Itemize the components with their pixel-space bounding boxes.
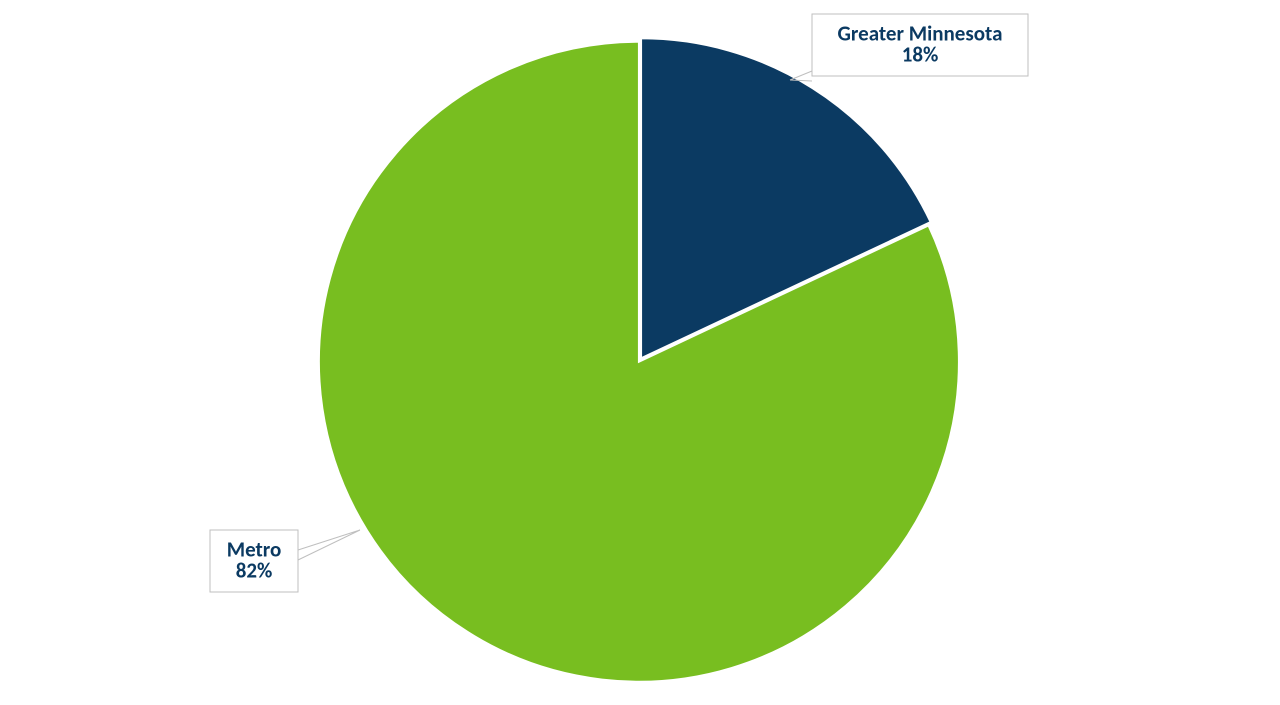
pie-chart: Greater Minnesota18%Metro82% xyxy=(0,0,1280,705)
callout-percent-metro: 82% xyxy=(236,558,273,584)
callout-leader-metro xyxy=(298,530,360,560)
callout-percent-greater_mn: 18% xyxy=(902,42,939,68)
